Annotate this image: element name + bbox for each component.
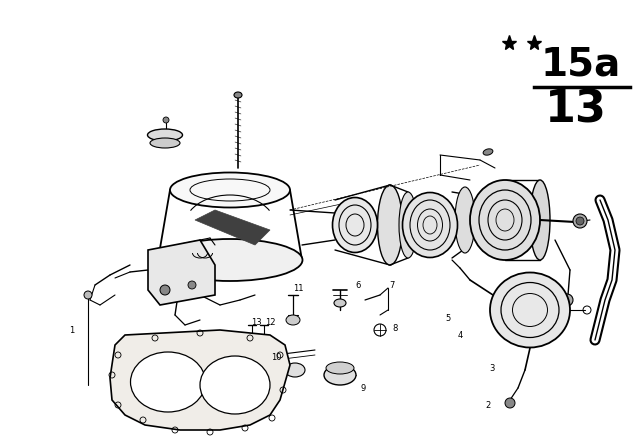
Circle shape bbox=[576, 217, 584, 225]
Text: 6: 6 bbox=[355, 280, 361, 289]
Text: 5: 5 bbox=[445, 314, 451, 323]
Circle shape bbox=[188, 281, 196, 289]
Ellipse shape bbox=[285, 363, 305, 377]
Ellipse shape bbox=[131, 352, 205, 412]
Text: 10: 10 bbox=[271, 353, 281, 362]
Ellipse shape bbox=[403, 193, 458, 258]
Ellipse shape bbox=[378, 185, 403, 265]
Text: 3: 3 bbox=[490, 363, 495, 372]
Ellipse shape bbox=[324, 365, 356, 385]
Ellipse shape bbox=[455, 187, 475, 253]
Ellipse shape bbox=[470, 180, 540, 260]
Ellipse shape bbox=[157, 239, 303, 281]
Text: 13: 13 bbox=[251, 318, 261, 327]
Ellipse shape bbox=[286, 315, 300, 325]
Text: 2: 2 bbox=[485, 401, 491, 409]
Ellipse shape bbox=[170, 172, 290, 207]
Text: 4: 4 bbox=[458, 331, 463, 340]
Ellipse shape bbox=[200, 356, 270, 414]
Polygon shape bbox=[148, 240, 215, 305]
Text: 9: 9 bbox=[360, 383, 365, 392]
Ellipse shape bbox=[483, 149, 493, 155]
Text: 8: 8 bbox=[392, 323, 397, 332]
Circle shape bbox=[505, 398, 515, 408]
Text: 15a: 15a bbox=[541, 46, 621, 84]
Ellipse shape bbox=[334, 299, 346, 307]
Ellipse shape bbox=[234, 92, 242, 98]
Ellipse shape bbox=[326, 362, 354, 374]
Text: 11: 11 bbox=[292, 284, 303, 293]
Ellipse shape bbox=[147, 129, 182, 141]
Circle shape bbox=[163, 117, 169, 123]
Polygon shape bbox=[110, 330, 290, 430]
Ellipse shape bbox=[399, 192, 417, 258]
Ellipse shape bbox=[333, 198, 378, 253]
Ellipse shape bbox=[490, 272, 570, 348]
Ellipse shape bbox=[150, 138, 180, 148]
Circle shape bbox=[160, 285, 170, 295]
Text: 13: 13 bbox=[545, 88, 607, 131]
Text: 12: 12 bbox=[265, 318, 275, 327]
Text: 1: 1 bbox=[69, 326, 75, 335]
Circle shape bbox=[561, 294, 573, 306]
Circle shape bbox=[84, 291, 92, 299]
Text: 7: 7 bbox=[389, 280, 395, 289]
Polygon shape bbox=[195, 210, 270, 245]
Ellipse shape bbox=[530, 180, 550, 260]
Circle shape bbox=[573, 214, 587, 228]
